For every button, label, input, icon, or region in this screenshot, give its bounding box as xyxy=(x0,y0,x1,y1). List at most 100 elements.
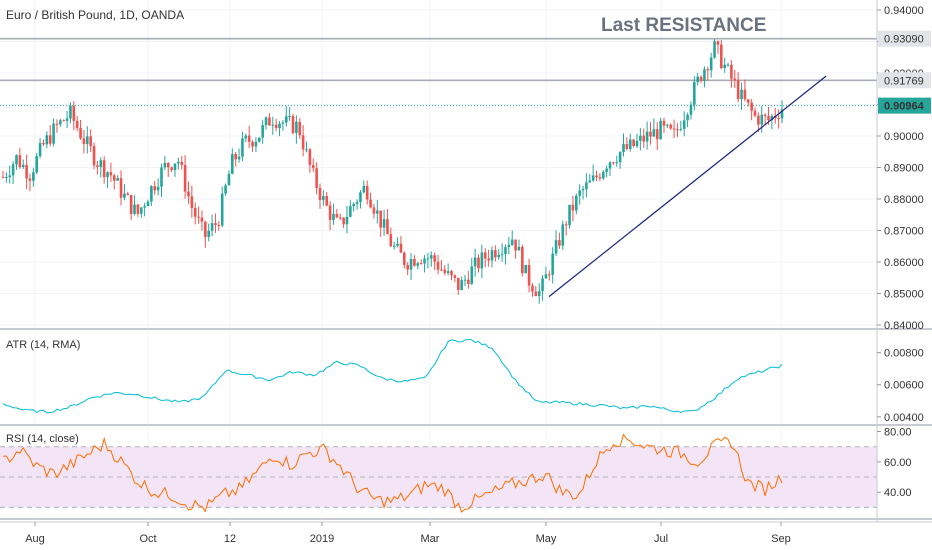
candle-body xyxy=(32,172,35,181)
candle-body xyxy=(379,210,382,228)
candle-body xyxy=(42,143,45,145)
candle-body xyxy=(760,114,764,125)
candle-body xyxy=(487,258,490,261)
candle-body xyxy=(180,161,184,165)
candle-body xyxy=(662,120,666,126)
rsi-band-fill xyxy=(0,446,877,508)
candle-body xyxy=(92,146,96,166)
candle-body xyxy=(500,254,504,256)
candle-body xyxy=(534,291,538,297)
candle-body xyxy=(190,196,194,208)
candle-body xyxy=(726,64,730,66)
candle-body xyxy=(55,123,59,125)
candle-body xyxy=(416,263,420,266)
rsi-band xyxy=(0,446,877,508)
candle-body xyxy=(392,245,396,247)
candle-body xyxy=(426,258,430,260)
candle-body xyxy=(652,129,656,137)
candle-body xyxy=(703,69,706,81)
candle-body xyxy=(325,196,329,206)
candle-body xyxy=(52,123,55,144)
pane-separator[interactable] xyxy=(0,518,932,520)
candle-body xyxy=(585,182,588,190)
candle-body xyxy=(116,178,119,181)
candle-body xyxy=(62,120,66,122)
pane-separator[interactable] xyxy=(0,328,932,330)
candle-body xyxy=(376,210,379,214)
candle-body xyxy=(682,120,686,129)
candle-body xyxy=(598,177,602,179)
candle-body xyxy=(615,162,619,164)
candle-body xyxy=(241,138,244,157)
candle-body xyxy=(288,116,291,118)
pane-separator[interactable] xyxy=(0,424,932,426)
candle-body xyxy=(79,128,82,139)
candle-body xyxy=(463,279,467,281)
candle-body xyxy=(699,76,703,81)
level-price-label: 0.91769 xyxy=(884,75,924,87)
candle-body xyxy=(295,121,298,134)
candle-body xyxy=(713,41,716,58)
candle-body xyxy=(655,129,659,140)
rsi-tick-label: 40.00 xyxy=(884,487,912,499)
price-tick-label: 0.89000 xyxy=(884,163,924,175)
candle-body xyxy=(284,116,288,123)
labels: Euro / British Pound, 1D, OANDA Last RES… xyxy=(6,8,766,445)
candle-body xyxy=(746,99,750,103)
candle-body xyxy=(382,219,386,228)
candle-body xyxy=(234,154,237,160)
candle-body xyxy=(65,118,69,121)
atr-tick-label: 0.00400 xyxy=(884,412,924,424)
candle-body xyxy=(709,57,713,71)
candle-body xyxy=(639,135,642,141)
candle-body xyxy=(129,195,133,214)
candle-body xyxy=(193,207,197,217)
candle-body xyxy=(757,115,760,125)
candle-body xyxy=(82,138,86,145)
candle-body xyxy=(666,124,669,126)
candle-body xyxy=(15,155,18,165)
candle-body xyxy=(133,204,136,214)
trendline[interactable] xyxy=(548,75,827,298)
candle-body xyxy=(359,192,362,203)
candle-body xyxy=(153,186,157,191)
level-price-tag xyxy=(878,72,931,89)
candle-body xyxy=(197,216,200,218)
candle-body xyxy=(588,180,592,183)
candle-body xyxy=(446,271,450,273)
candle-body xyxy=(318,187,322,200)
candle-body xyxy=(291,116,295,134)
candle-body xyxy=(146,201,150,207)
candle-body xyxy=(574,195,578,211)
candle-body xyxy=(257,137,261,142)
candle-body xyxy=(38,143,42,157)
candle-body xyxy=(571,204,575,211)
candle-body xyxy=(352,203,356,207)
candle-body xyxy=(109,172,113,176)
time-tick-label: May xyxy=(536,533,557,545)
candle-body xyxy=(183,164,187,192)
candle-body xyxy=(591,175,595,181)
candle-body xyxy=(686,114,689,121)
candle-body xyxy=(112,175,116,181)
candle-body xyxy=(119,178,123,198)
trendline-segment[interactable] xyxy=(548,75,827,298)
candle-body xyxy=(217,224,221,226)
candle-body xyxy=(399,243,403,253)
candle-body xyxy=(753,110,757,116)
candle-body xyxy=(423,258,426,264)
candle-body xyxy=(693,82,696,105)
annotation-label: Last RESISTANCE xyxy=(601,15,766,36)
candle-body xyxy=(396,243,399,246)
candle-body xyxy=(514,239,517,251)
candle-body xyxy=(389,234,393,247)
candle-body xyxy=(177,161,180,164)
candle-body xyxy=(251,141,254,147)
candle-body xyxy=(386,219,389,235)
candle-body xyxy=(531,285,534,292)
candle-body xyxy=(497,254,501,258)
candle-body xyxy=(470,266,474,285)
panel-separators[interactable] xyxy=(0,328,932,520)
candle-body xyxy=(625,144,629,149)
